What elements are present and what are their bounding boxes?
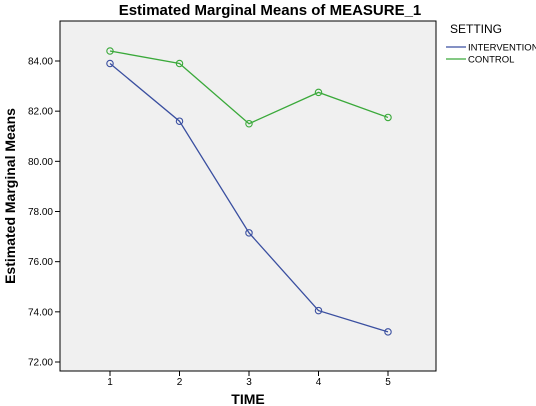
y-axis-label: Estimated Marginal Means [2,108,18,284]
data-point-control [384,113,392,122]
y-tick-label: 80.00 [28,157,53,168]
data-point-control [175,59,184,68]
x-tick-label: 3 [246,377,252,388]
data-point-control [314,88,323,97]
legend-label: INTERVENTION [468,43,536,54]
y-tick-label: 76.00 [28,257,53,268]
data-point-intervention [106,59,114,68]
plot-area [59,20,437,372]
x-axis-label: TIME [231,391,264,406]
data-point-control [245,119,253,128]
series-line-control [109,50,389,125]
data-point-control [106,47,114,55]
series-layer [106,47,392,336]
data-point-intervention [245,229,253,237]
legend-label: CONTROL [468,55,514,66]
data-point-intervention [314,306,323,315]
y-tick-label: 74.00 [28,307,53,318]
y-tick-label: 82.00 [28,107,53,118]
legend-title: SETTING [450,22,502,36]
y-tick-label: 78.00 [28,207,53,218]
x-tick-label: 5 [385,377,391,388]
x-tick-label: 1 [107,377,113,388]
series-line-intervention [109,63,389,333]
data-point-intervention [175,117,184,125]
y-tick-label: 72.00 [28,358,53,369]
x-tick-label: 4 [316,377,322,388]
data-point-intervention [384,328,392,336]
x-axis: 1 2 3 4 5 [107,371,391,388]
y-tick-label: 84.00 [28,57,53,68]
chart-title: Estimated Marginal Means of MEASURE_1 [119,2,422,19]
y-axis: 72.00 74.00 76.00 78.00 80.00 82.00 84.00 [28,57,60,369]
x-tick-label: 2 [177,377,183,388]
